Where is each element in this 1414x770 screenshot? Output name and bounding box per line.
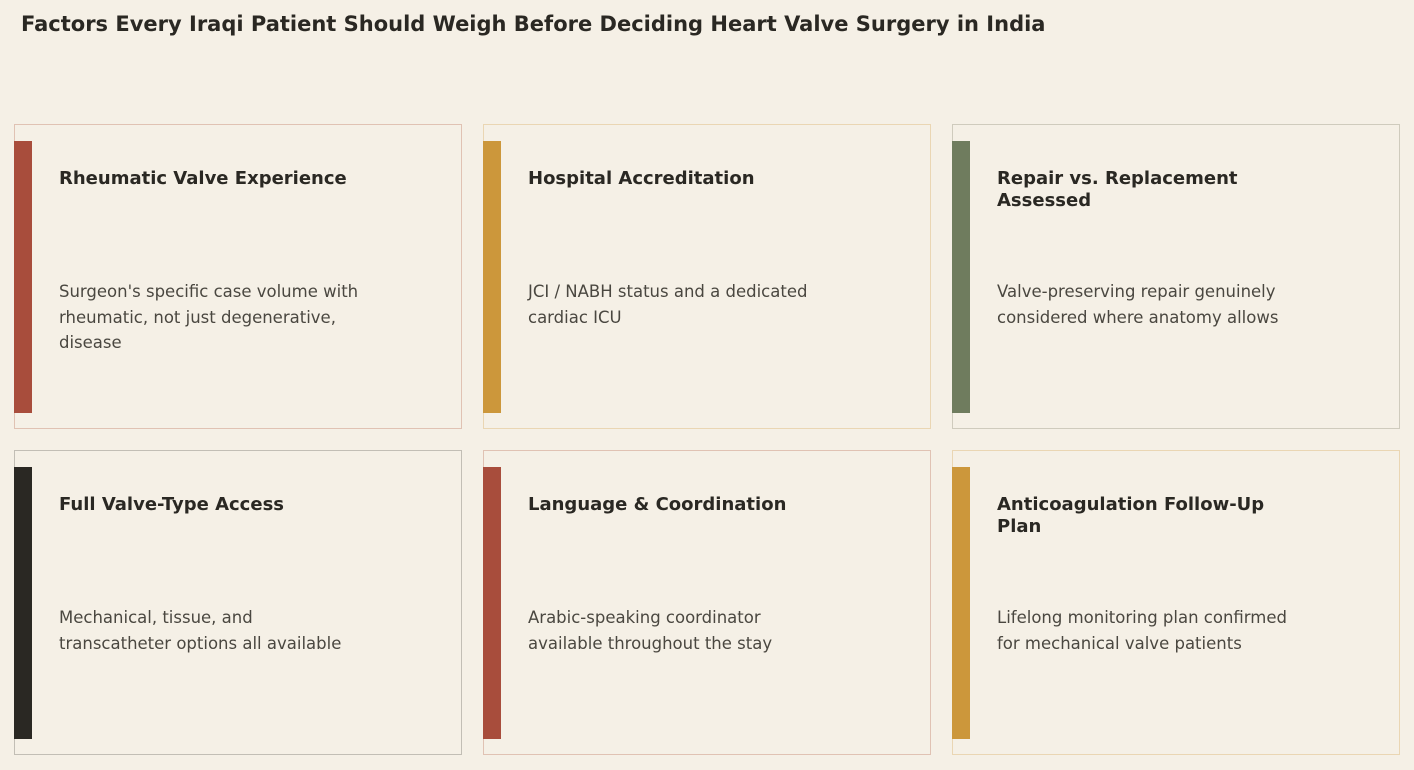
card-title: Hospital Accreditation (528, 168, 755, 189)
card-title: Rheumatic Valve Experience (59, 168, 347, 189)
card-title: Full Valve-Type Access (59, 494, 284, 515)
card-accent-bar (952, 467, 970, 739)
card-title: Anticoagulation Follow-Up Plan (997, 494, 1265, 537)
factor-card: Hospital Accreditation JCI / NABH status… (483, 124, 931, 429)
card-description: JCI / NABH status and a dedicated cardia… (528, 282, 808, 327)
card-description: Surgeon's specific case volume with rheu… (59, 282, 359, 352)
card-description: Mechanical, tissue, and transcatheter op… (59, 608, 342, 653)
card-description: Lifelong monitoring plan confirmed for m… (997, 608, 1287, 653)
factor-card: Anticoagulation Follow-Up Plan Lifelong … (952, 450, 1400, 755)
card-accent-bar (952, 141, 970, 413)
card-title: Language & Coordination (528, 494, 787, 515)
factor-card: Repair vs. Replacement Assessed Valve-pr… (952, 124, 1400, 429)
card-accent-bar (483, 141, 501, 413)
card-title: Repair vs. Replacement Assessed (997, 168, 1238, 211)
card-accent-bar (14, 467, 32, 739)
card-accent-bar (14, 141, 32, 413)
factor-card: Rheumatic Valve Experience Surgeon's spe… (14, 124, 462, 429)
factor-card: Full Valve-Type Access Mechanical, tissu… (14, 450, 462, 755)
card-description: Arabic-speaking coordinator available th… (528, 608, 773, 653)
factor-card: Language & Coordination Arabic-speaking … (483, 450, 931, 755)
factor-grid: Rheumatic Valve Experience Surgeon's spe… (14, 124, 1400, 756)
page-title: Factors Every Iraqi Patient Should Weigh… (21, 12, 1046, 36)
card-accent-bar (483, 467, 501, 739)
card-description: Valve-preserving repair genuinely consid… (997, 282, 1279, 327)
